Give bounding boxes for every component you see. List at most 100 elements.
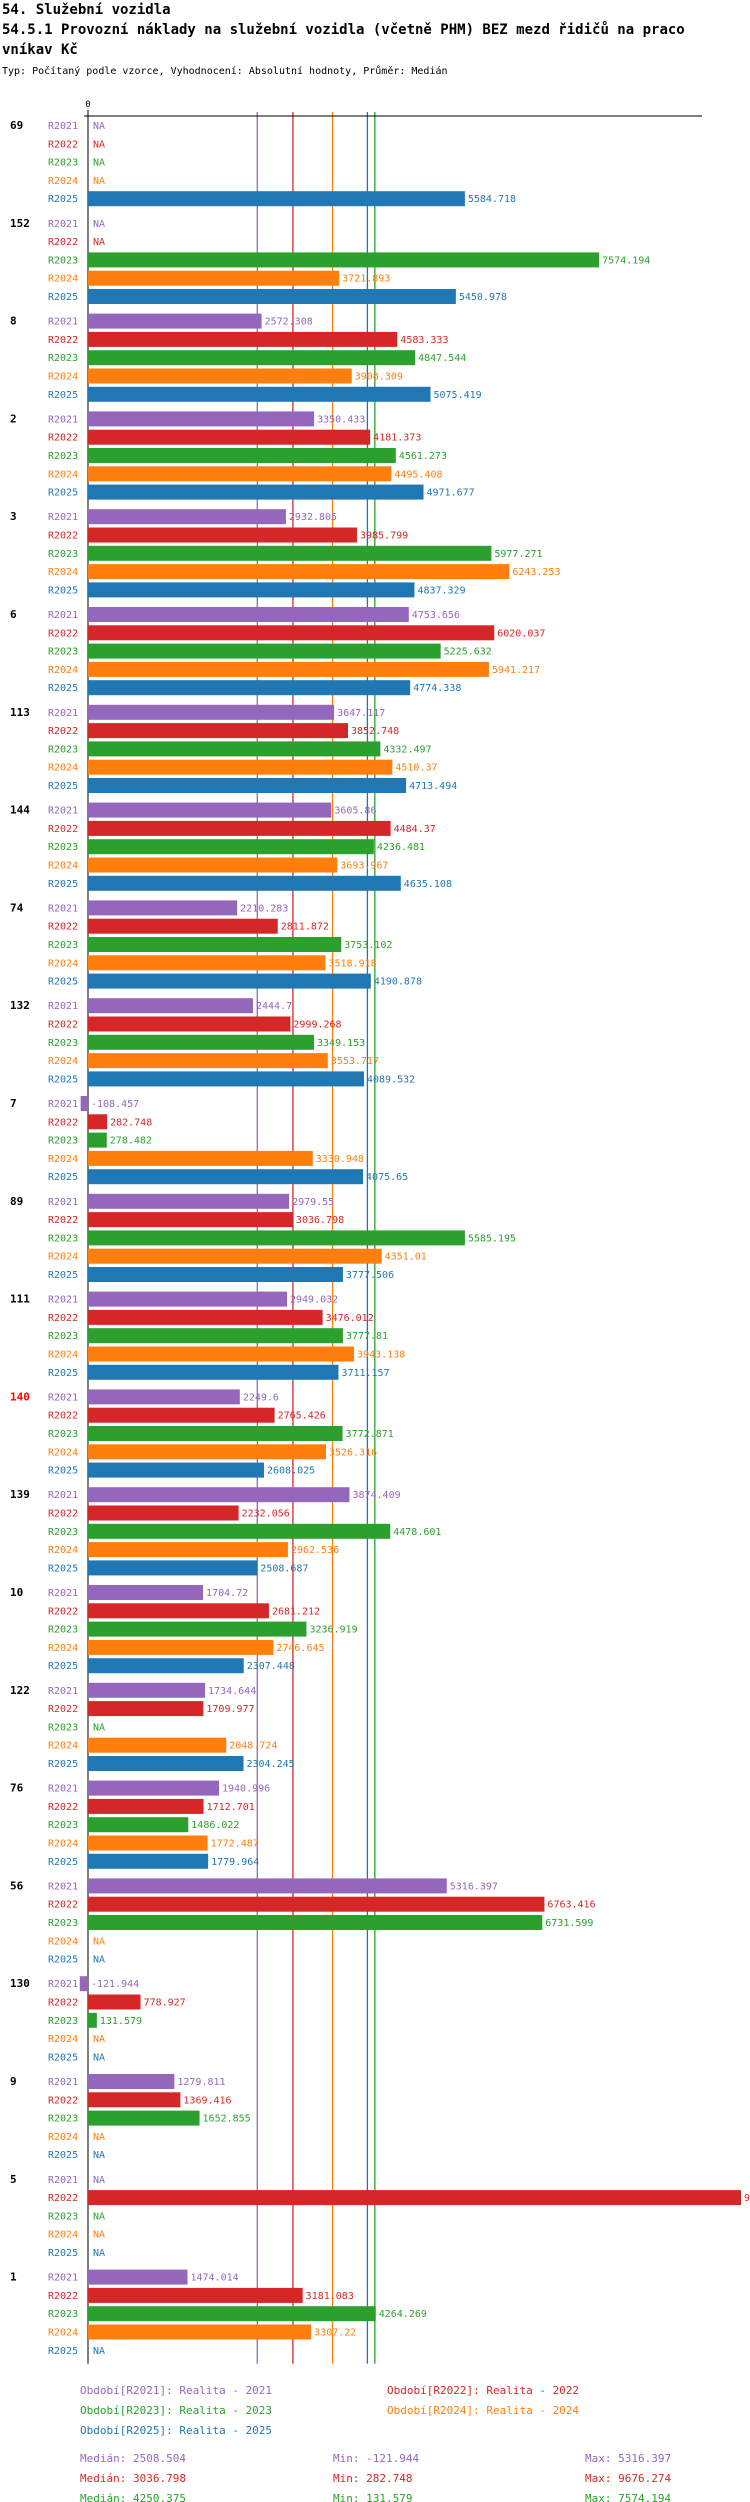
value-label: 3985.799 [360,531,408,542]
bar [88,1230,465,1246]
value-label: 4847.544 [418,353,466,364]
bar [88,1071,364,1087]
bar [88,998,253,1014]
series-label: R2021 [48,1001,78,1012]
bar [88,1603,269,1619]
legend: Období[R2021]: Realita - 2021 Období[R202… [80,2384,579,2437]
group-label: 113 [10,706,30,719]
series-label: R2025 [48,1563,78,1574]
series-label: R2022 [48,1802,78,1813]
value-label: 5584.718 [468,194,516,205]
bar [88,802,332,818]
series-label: R2022 [48,628,78,639]
series-label: R2022 [48,2193,78,2204]
bar [88,1639,274,1655]
bar [88,1487,350,1503]
value-label: 2232.056 [242,1509,290,1520]
value-label: 4075.65 [366,1172,408,1183]
bar [88,289,456,304]
value-label: 4190.878 [374,977,422,988]
group-label: 76 [10,1782,24,1795]
bar [88,1212,293,1228]
bar [88,1389,240,1405]
bar [88,937,342,952]
series-label: R2025 [48,585,78,596]
bar [88,2110,200,2126]
value-label: 4510.37 [395,763,437,774]
series-label: R2021 [48,1588,78,1599]
value-label: 2048.724 [229,1741,277,1752]
bar [88,778,407,793]
series-label: R2021 [48,610,78,621]
bars [79,191,741,2340]
series-label: R2022 [48,1509,78,1520]
bar [88,918,278,934]
series-label: R2022 [48,2291,78,2302]
series-label: R2023 [48,549,78,560]
group-label: 7 [10,1097,17,1110]
series-label: R2024 [48,2328,78,2339]
na-label: NA [93,2211,105,2222]
group-label: 130 [10,1977,30,1990]
bar [88,1756,244,1771]
value-label: 4635.108 [404,879,452,890]
series-label: R2023 [48,1625,78,1636]
series-label: R2025 [48,977,78,988]
bar [88,2012,97,2028]
value-label: 3721.893 [342,274,390,285]
na-label: NA [93,2150,105,2161]
bar [88,1426,343,1441]
bar [79,1976,88,1992]
value-label: 2962.536 [291,1545,339,1556]
series-label: R2024 [48,1252,78,1263]
value-label: 2681.212 [272,1606,320,1617]
value-label: 4713.494 [409,781,457,792]
value-label: 5941.217 [492,665,540,676]
series-label: R2023 [48,1918,78,1929]
na-label: NA [93,2175,105,2186]
value-label: 778.927 [144,1998,186,2009]
bar [88,1798,204,1814]
bar [88,1346,355,1362]
bar [88,680,411,696]
value-label: 2932.805 [289,512,337,523]
value-label: 5977.271 [494,549,542,560]
na-label: NA [93,237,105,248]
value-label: 4774.338 [413,683,461,694]
group-label: 74 [10,901,24,914]
bar [88,1034,315,1050]
stat-median-r2021: Medián: 2508.504 [80,2452,186,2465]
value-label: 1779.964 [211,1857,259,1868]
bar [88,448,396,463]
axis-zero-label: 0 [85,100,90,110]
value-label: 131.579 [100,2016,142,2027]
bar [88,839,374,855]
series-label: R2024 [48,1839,78,1850]
bar [88,1309,323,1325]
bar [88,1169,364,1185]
value-label: 2572.308 [265,317,313,328]
bar [88,1835,208,1851]
stat-median-r2022: Medián: 3036.798 [80,2472,186,2485]
bar [88,607,409,622]
value-label: 9676.274 [744,2193,750,2204]
bar [88,429,371,445]
value-label: 6243.253 [512,567,560,578]
group-label: 144 [10,804,30,817]
value-label: 2508.687 [260,1563,308,1574]
value-label: 3777.81 [346,1331,388,1342]
value-label: -121.944 [91,1979,139,1990]
series-label: R2022 [48,1020,78,1031]
series-label: R2025 [48,879,78,890]
value-label: 3605.86 [334,806,376,817]
series-label: R2021 [48,317,78,328]
value-label: 1486.022 [191,1820,239,1831]
value-label: 3350.433 [317,414,365,425]
bar [88,1878,447,1894]
series-label: R2021 [48,414,78,425]
series-label: R2023 [48,255,78,266]
bar [88,509,286,525]
bar [88,350,416,366]
series-label: R2024 [48,274,78,285]
series-label: R2021 [48,1392,78,1403]
